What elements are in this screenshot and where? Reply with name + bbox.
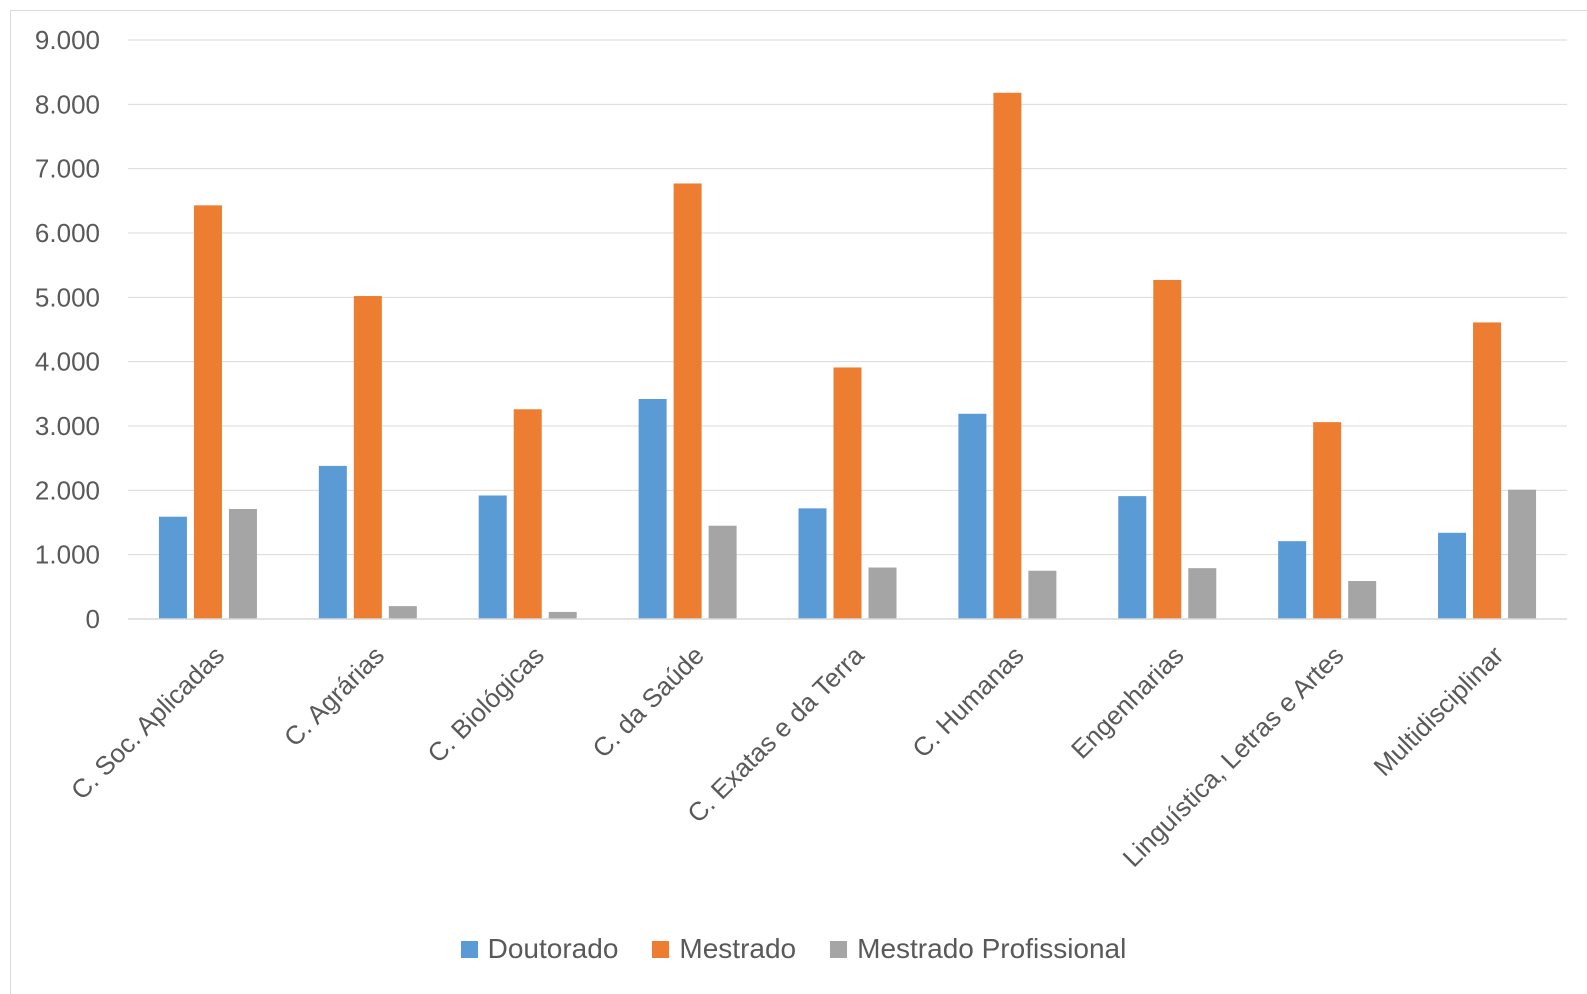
bars [158, 92, 1537, 620]
y-tick-label: 4.000 [35, 347, 100, 377]
bar-mestrado-profissional [548, 611, 577, 619]
y-tick-label: 0 [86, 604, 100, 634]
y-tick-label: 9.000 [35, 25, 100, 55]
legend-swatch [652, 940, 670, 958]
bar-mestrado-profissional [1348, 581, 1377, 619]
bar-mestrado [833, 367, 862, 619]
bar-mestrado-profissional [1188, 568, 1217, 619]
bar-doutorado [318, 465, 347, 619]
legend-item: Doutorado [460, 933, 619, 965]
bar-mestrado [1473, 322, 1502, 619]
x-category-label: C. da Saúde [586, 640, 709, 763]
bar-doutorado [1118, 496, 1147, 619]
legend-item: Mestrado Profissional [830, 933, 1126, 965]
x-category-label: C. Humanas [906, 640, 1029, 763]
bar-mestrado [353, 296, 382, 619]
legend-label: Doutorado [487, 933, 619, 964]
legend-label: Mestrado [679, 933, 797, 964]
y-tick-label: 1.000 [35, 540, 100, 570]
bar-doutorado [958, 413, 987, 619]
bar-mestrado-profissional [708, 525, 737, 619]
legend-label: Mestrado Profissional [857, 933, 1127, 964]
bar-doutorado [1278, 541, 1307, 619]
x-category-label: Engenharias [1065, 640, 1189, 764]
bar-mestrado [993, 92, 1022, 619]
y-tick-label: 2.000 [35, 475, 100, 505]
bar-mestrado [513, 409, 542, 619]
bar-mestrado [1153, 279, 1182, 619]
bar-doutorado [1438, 532, 1467, 619]
x-category-label: C. Agrárias [278, 640, 390, 752]
bar-mestrado-profissional [228, 508, 257, 619]
y-tick-label: 8.000 [35, 89, 100, 119]
x-category-label: C. Biológicas [421, 640, 550, 769]
x-category-label: Multidisciplinar [1368, 640, 1510, 782]
x-category-label: C. Soc. Aplicadas [65, 640, 230, 805]
bar-doutorado [478, 495, 507, 619]
legend-item: Mestrado [652, 933, 796, 965]
x-category-label: C. Exatas e da Terra [681, 640, 870, 829]
bar-mestrado-profissional [868, 567, 897, 619]
bar-mestrado [193, 205, 222, 619]
legend-swatch [830, 940, 848, 958]
bar-doutorado [638, 398, 667, 619]
y-tick-label: 7.000 [35, 154, 100, 184]
y-axis-tick-labels: 0 1.000 2.000 3.000 4.000 5.000 6.000 7.000 8.00… [35, 25, 100, 634]
bar-mestrado-profissional [1028, 570, 1057, 619]
bar-mestrado [673, 183, 702, 620]
y-tick-label: 3.000 [35, 411, 100, 441]
bar-mestrado-profissional [1508, 489, 1537, 619]
y-tick-label: 6.000 [35, 218, 100, 248]
x-axis-category-labels: C. Soc. Aplicadas C. Agrárias C. Biológica… [65, 640, 1510, 873]
bar-doutorado [798, 508, 827, 619]
bar-mestrado-profissional [388, 606, 417, 619]
bar-doutorado [158, 516, 187, 619]
legend: Doutorado Mestrado Mestrado Profissional [0, 928, 1587, 970]
y-tick-label: 5.000 [35, 282, 100, 312]
bar-mestrado [1313, 422, 1342, 619]
legend-swatch [460, 940, 478, 958]
